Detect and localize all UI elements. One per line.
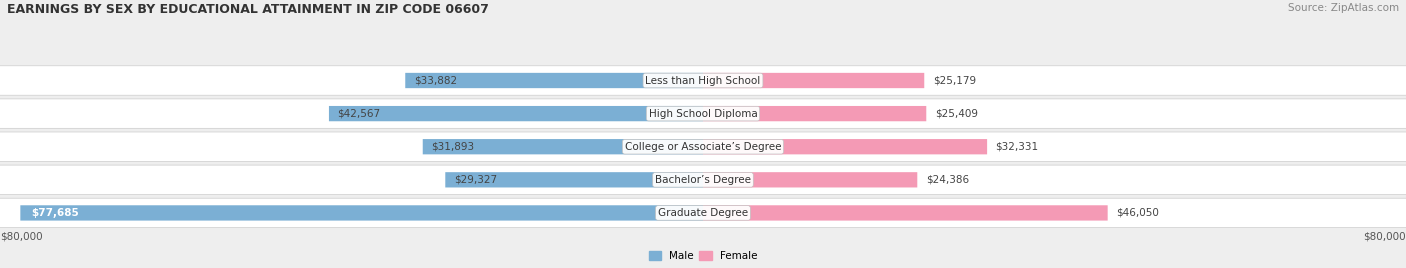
FancyBboxPatch shape: [0, 198, 1406, 228]
FancyBboxPatch shape: [20, 205, 703, 221]
FancyBboxPatch shape: [0, 165, 1406, 195]
Text: $80,000: $80,000: [1364, 231, 1406, 241]
Text: Source: ZipAtlas.com: Source: ZipAtlas.com: [1288, 3, 1399, 13]
FancyBboxPatch shape: [0, 132, 1406, 161]
Text: Graduate Degree: Graduate Degree: [658, 208, 748, 218]
Text: $29,327: $29,327: [454, 175, 496, 185]
FancyBboxPatch shape: [703, 205, 1108, 221]
FancyBboxPatch shape: [703, 106, 927, 121]
Text: $80,000: $80,000: [0, 231, 42, 241]
FancyBboxPatch shape: [703, 139, 987, 154]
Text: $25,409: $25,409: [935, 109, 977, 119]
FancyBboxPatch shape: [0, 99, 1406, 128]
Text: $33,882: $33,882: [413, 76, 457, 85]
FancyBboxPatch shape: [405, 73, 703, 88]
Text: $46,050: $46,050: [1116, 208, 1159, 218]
Text: EARNINGS BY SEX BY EDUCATIONAL ATTAINMENT IN ZIP CODE 06607: EARNINGS BY SEX BY EDUCATIONAL ATTAINMEN…: [7, 3, 489, 16]
Text: $32,331: $32,331: [995, 142, 1039, 152]
Text: $25,179: $25,179: [932, 76, 976, 85]
FancyBboxPatch shape: [0, 66, 1406, 95]
Text: $31,893: $31,893: [432, 142, 474, 152]
Text: Less than High School: Less than High School: [645, 76, 761, 85]
Legend: Male, Female: Male, Female: [644, 247, 762, 266]
Text: $24,386: $24,386: [925, 175, 969, 185]
FancyBboxPatch shape: [329, 106, 703, 121]
FancyBboxPatch shape: [423, 139, 703, 154]
FancyBboxPatch shape: [446, 172, 703, 188]
Text: $42,567: $42,567: [337, 109, 381, 119]
FancyBboxPatch shape: [703, 172, 917, 188]
Text: Bachelor’s Degree: Bachelor’s Degree: [655, 175, 751, 185]
Text: College or Associate’s Degree: College or Associate’s Degree: [624, 142, 782, 152]
Text: $77,685: $77,685: [31, 208, 79, 218]
FancyBboxPatch shape: [703, 73, 924, 88]
Text: High School Diploma: High School Diploma: [648, 109, 758, 119]
